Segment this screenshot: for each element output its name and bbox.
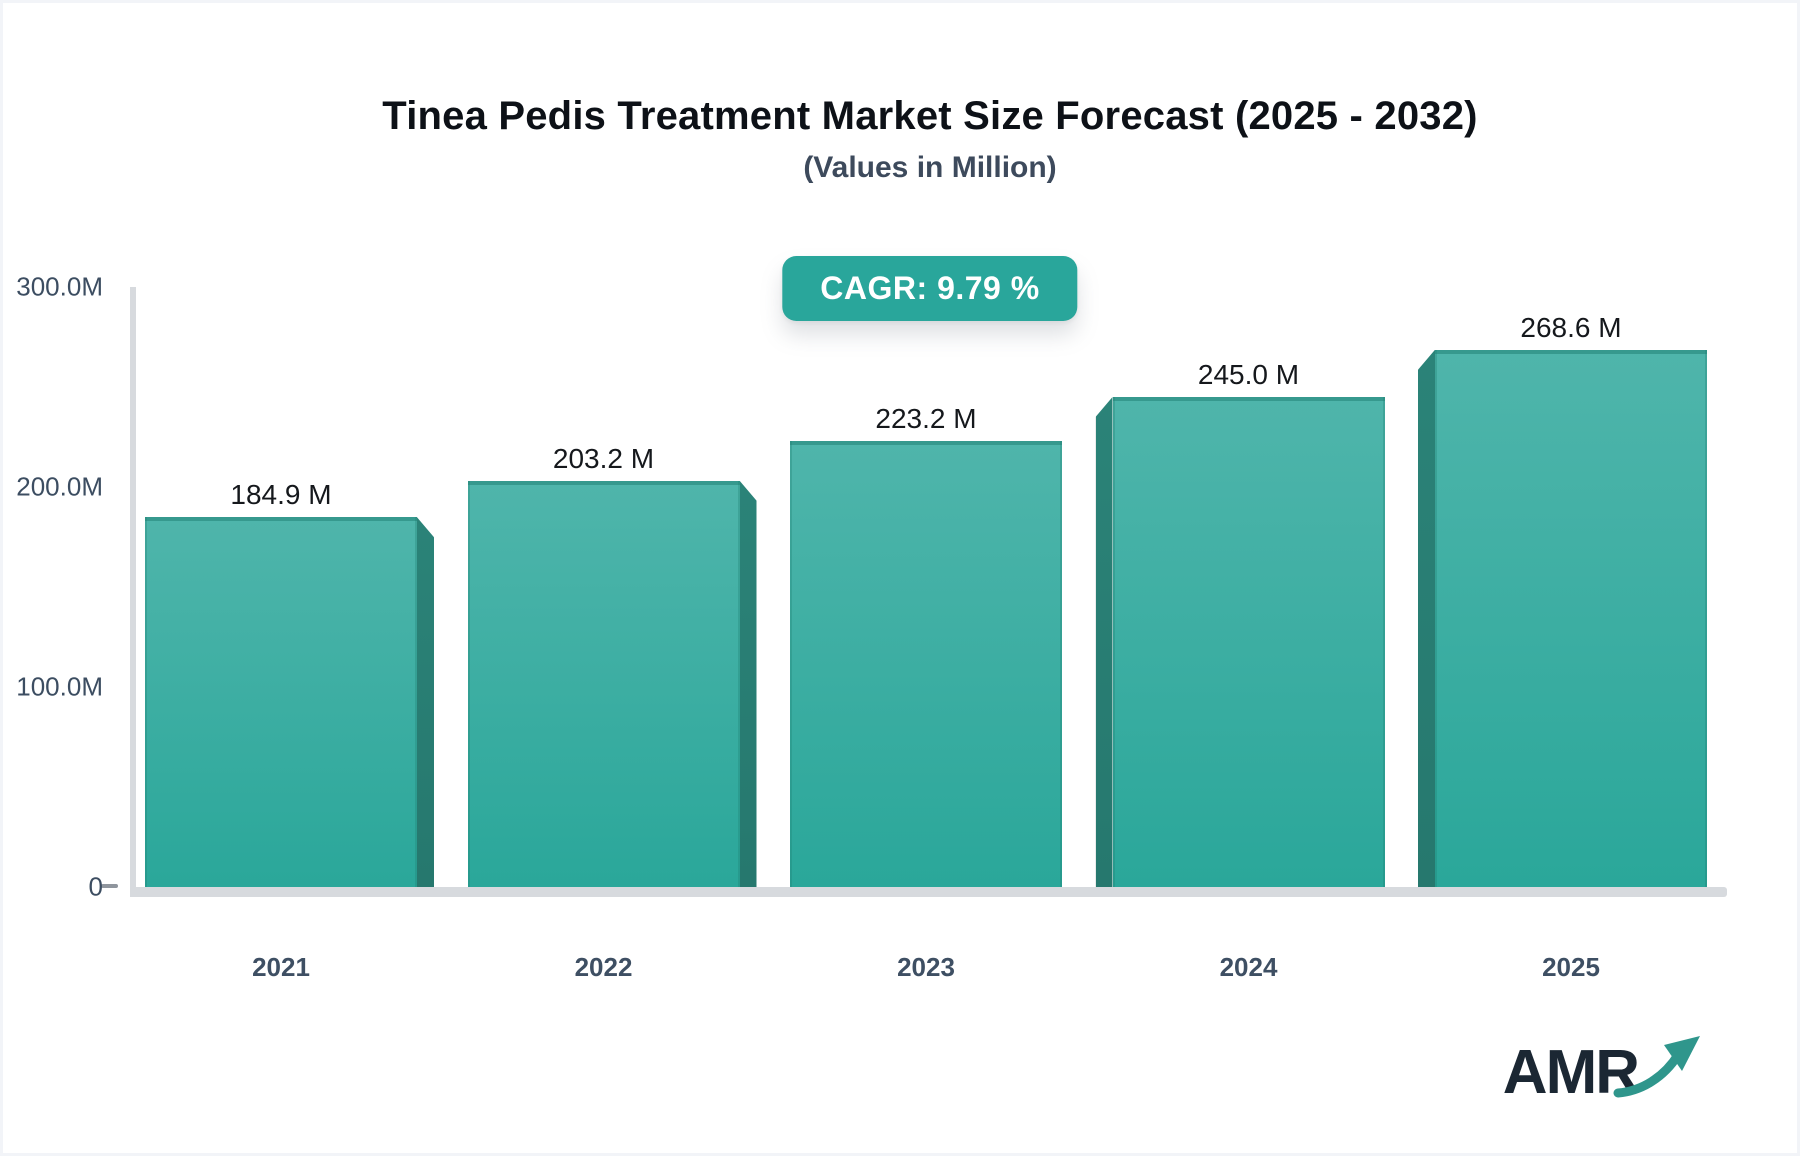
chart-subtitle: (Values in Million) (803, 151, 1057, 184)
x-axis-label-2021: 2021 (252, 952, 310, 982)
chart-header: Tinea Pedis Treatment Market Size Foreca… (55, 94, 1800, 185)
bar-2021 (145, 517, 417, 887)
x-axis-baseline (130, 887, 1727, 897)
amr-logo: AMR (1503, 1033, 1704, 1104)
bar-2023 (790, 440, 1062, 887)
bar-2024 (1112, 397, 1385, 887)
y-tick-label: 100.0M (16, 671, 103, 702)
bar-bevel-2021 (417, 517, 434, 887)
cagr-badge: CAGR: 9.79 % (782, 256, 1078, 321)
bar-value-label: 203.2 M (552, 442, 655, 474)
bar-bevel-2022 (739, 480, 757, 887)
x-axis-label-2022: 2022 (574, 952, 633, 982)
y-tick-label: 0 (88, 871, 103, 902)
cagr-badge-label: CAGR: 9.79 % (820, 270, 1040, 306)
bar-value-label: 268.6 M (1520, 311, 1622, 343)
zero-tick-mark (101, 884, 118, 888)
bar-bevel-2025 (1418, 349, 1435, 887)
x-axis-label-2023: 2023 (897, 952, 955, 982)
bar-value-label: 184.9 M (230, 479, 332, 511)
bar-value-label: 245.0 M (1197, 359, 1300, 390)
y-axis-line (130, 287, 136, 897)
bar-value-label: 223.2 M (875, 402, 977, 434)
x-axis-label-2025: 2025 (1542, 952, 1600, 982)
x-axis-label-2024: 2024 (1219, 952, 1278, 982)
chart-title: Tinea Pedis Treatment Market Size Foreca… (382, 94, 1478, 138)
y-tick-label: 200.0M (16, 471, 103, 502)
trend-up-arrow-icon (1612, 1033, 1704, 1108)
bar-bevel-2024 (1095, 397, 1113, 887)
bar-2022 (467, 480, 740, 887)
y-tick-label: 300.0M (16, 271, 103, 302)
bar-2025 (1435, 349, 1707, 887)
